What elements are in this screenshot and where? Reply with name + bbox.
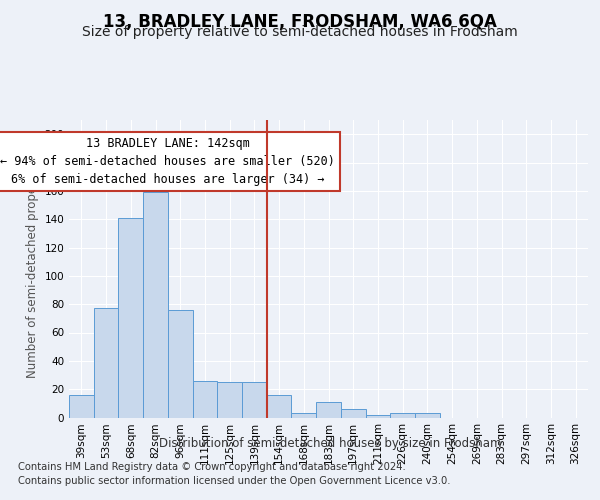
Bar [341, 409, 365, 418]
Bar [316, 402, 341, 417]
Bar [94, 308, 118, 418]
Bar [390, 413, 415, 418]
Text: 13 BRADLEY LANE: 142sqm
← 94% of semi-detached houses are smaller (520)
6% of se: 13 BRADLEY LANE: 142sqm ← 94% of semi-de… [1, 137, 335, 186]
Text: Distribution of semi-detached houses by size in Frodsham: Distribution of semi-detached houses by … [159, 438, 501, 450]
Y-axis label: Number of semi-detached properties: Number of semi-detached properties [26, 160, 39, 378]
Bar [193, 380, 217, 418]
Bar [415, 413, 440, 418]
Text: Contains HM Land Registry data © Crown copyright and database right 2024.: Contains HM Land Registry data © Crown c… [18, 462, 406, 472]
Text: Size of property relative to semi-detached houses in Frodsham: Size of property relative to semi-detach… [82, 25, 518, 39]
Bar [292, 413, 316, 418]
Bar [217, 382, 242, 418]
Bar [69, 395, 94, 417]
Bar [143, 192, 168, 418]
Bar [242, 382, 267, 418]
Text: Contains public sector information licensed under the Open Government Licence v3: Contains public sector information licen… [18, 476, 451, 486]
Bar [168, 310, 193, 418]
Bar [267, 395, 292, 417]
Bar [365, 414, 390, 418]
Text: 13, BRADLEY LANE, FRODSHAM, WA6 6QA: 13, BRADLEY LANE, FRODSHAM, WA6 6QA [103, 12, 497, 30]
Bar [118, 218, 143, 418]
